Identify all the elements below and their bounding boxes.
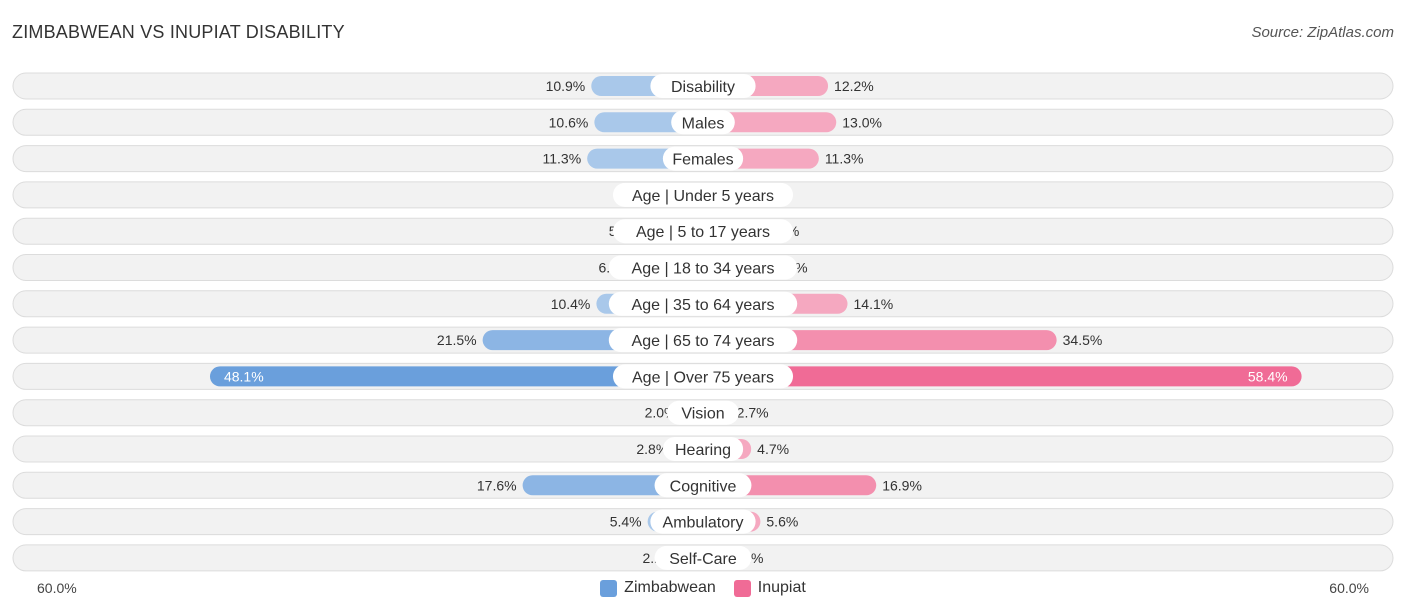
source-credit: Source: ZipAtlas.com [1251, 24, 1394, 41]
value-label-zimbabwean: 2.8% [636, 441, 668, 457]
legend-swatch-inupiat [733, 579, 751, 597]
category-pill [612, 182, 794, 207]
value-label-zimbabwean: 11.3% [543, 151, 582, 167]
category-label: Hearing [675, 442, 731, 459]
value-label-inupiat: 4.7% [757, 441, 789, 457]
category-label: Ambulatory [663, 515, 744, 532]
category-pill [608, 255, 798, 280]
bar-zimbabwean [209, 366, 703, 387]
category-pill [650, 509, 756, 534]
value-label-inupiat: 16.9% [882, 477, 922, 493]
value-label-inupiat: 13.0% [842, 114, 882, 130]
row-cognitive: 17.6% 16.9% Cognitive [12, 471, 1394, 499]
value-label-zimbabwean: 10.6% [549, 114, 589, 130]
category-pill [608, 328, 798, 353]
legend: Zimbabwean Inupiat [0, 579, 1406, 597]
chart-title: ZIMBABWEAN VS INUPIAT DISABILITY [12, 22, 345, 42]
legend-label-zimbabwean: Zimbabwean [624, 579, 716, 596]
row-ambulatory: 5.4% 5.6% Ambulatory [12, 508, 1394, 536]
category-label: Males [682, 115, 725, 132]
category-pill [654, 473, 752, 498]
row-age-18-to-34-years: 6.5%6.5%Age | 18 to 34 years [12, 254, 1394, 281]
value-label-zimbabwean: 21.5% [437, 332, 477, 348]
value-label-inupiat: 12.2% [834, 78, 874, 94]
category-pill [654, 545, 752, 570]
row-age-35-to-64-years: 10.4% 14.1% Age | 35 to 64 years [12, 290, 1394, 318]
row-disability: 10.9% 12.2% Disability [12, 72, 1394, 100]
row-age-65-to-74-years: 21.5% 34.5% Age | 65 to 74 years [12, 326, 1394, 354]
category-label: Self-Care [669, 551, 737, 568]
value-label-inupiat: 2.7% [737, 405, 769, 421]
value-label-inupiat: 34.5% [1063, 332, 1103, 348]
value-label-zimbabwean: 10.4% [551, 296, 591, 312]
row-self-care: 2.2%2.2%Self-Care [12, 544, 1394, 572]
value-label-zimbabwean: 17.6% [477, 477, 517, 493]
axis-left-label: 60.0% [37, 580, 77, 596]
legend-swatch-zimbabwean [600, 579, 618, 597]
category-label: Age | Under 5 years [632, 188, 774, 205]
category-pill [662, 437, 744, 461]
row-males: 10.6% 13.0% Males [12, 108, 1394, 136]
row-hearing: 2.8% 4.7% Hearing [12, 435, 1394, 463]
category-pill [612, 219, 794, 244]
legend-item-inupiat: Inupiat [733, 579, 806, 597]
value-label-inupiat: 14.1% [854, 296, 894, 312]
category-label: Vision [681, 406, 724, 423]
category-pill [612, 364, 794, 389]
bar-inupiat [703, 112, 837, 133]
category-label: Age | 35 to 64 years [632, 297, 775, 314]
legend-label-inupiat: Inupiat [757, 579, 806, 596]
value-label-inupiat: 5.6% [766, 514, 798, 530]
bar-inupiat [703, 366, 1302, 387]
category-pill [671, 110, 735, 135]
category-label: Cognitive [670, 478, 737, 495]
row-females: 11.3% 11.3% Females [12, 145, 1394, 173]
category-label: Age | Over 75 years [632, 369, 774, 386]
chart-area: 10.9% 12.2% Disability 10.6% 13.0% Males 11.3%… [12, 72, 1394, 572]
value-label-zimbabwean: 10.9% [546, 78, 586, 94]
category-pill [608, 291, 798, 316]
row-age-5-to-17-years: 5.5%5.7%Age | 5 to 17 years [12, 217, 1394, 245]
value-label-inupiat: 11.3% [825, 151, 864, 167]
value-label-zimbabwean: 5.4% [610, 514, 642, 530]
category-label: Disability [671, 79, 735, 96]
row-age-over-75-years: 48.1% 58.4% Age | Over 75 years [12, 362, 1394, 390]
axis-right-label: 60.0% [1329, 580, 1369, 596]
category-pill [667, 400, 739, 425]
category-pill [650, 74, 756, 98]
category-label: Age | 65 to 74 years [632, 333, 775, 350]
legend-item-zimbabwean: Zimbabwean [600, 579, 716, 597]
category-pill [662, 146, 744, 171]
category-label: Age | 5 to 17 years [636, 224, 770, 241]
category-label: Age | 18 to 34 years [632, 261, 775, 278]
category-label: Females [672, 152, 733, 169]
value-label-zimbabwean: 48.1% [224, 368, 264, 384]
value-label-inupiat: 58.4% [1248, 368, 1288, 384]
row-vision: 2.0% 2.7%Vision [12, 399, 1394, 427]
row-age-under-5-years: 1.2%3.7%Age | Under 5 years [12, 181, 1394, 209]
